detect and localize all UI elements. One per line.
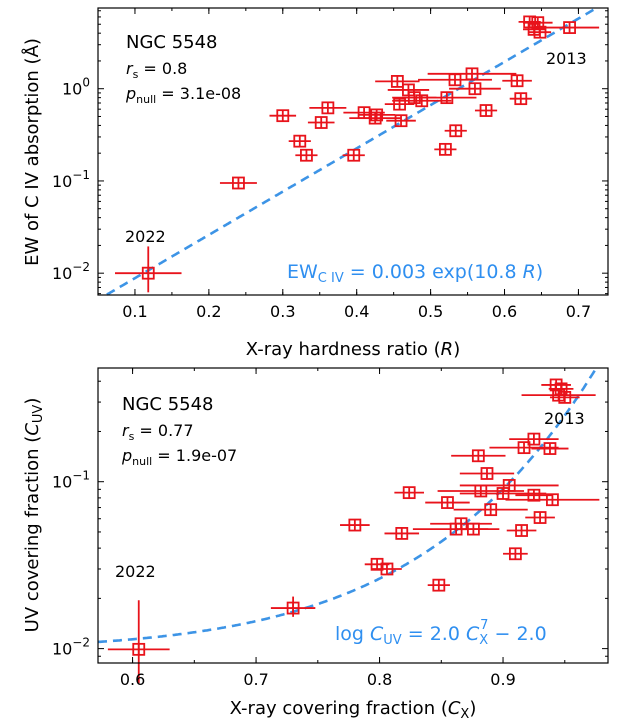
data-point xyxy=(342,148,365,162)
pnull-label-2: pnull = 1.9e-07 xyxy=(121,446,237,468)
panel-cuv-vs-cx: 0.6 0.7 0.8 0.910−210−1 NGC 5548 rs = 0.77 … xyxy=(22,367,609,722)
data-point xyxy=(427,67,517,81)
data-point xyxy=(525,511,555,524)
panel-ew-vs-hardness: 0.1 0.2 0.3 0.4 0.5 0.6 0.7 10−2 10−1 100 NGC 554… xyxy=(21,7,609,360)
axes-1: 0.1 0.2 0.3 0.4 0.5 0.6 0.7 10−2 10−1 100 xyxy=(52,8,608,321)
y-tick-label: 10−1 xyxy=(52,168,90,191)
rs-label-1: rs = 0.8 xyxy=(126,59,187,81)
axes-2: 0.6 0.7 0.8 0.9 10−2 10−1 xyxy=(52,368,608,689)
y-tick-label: 10−1 xyxy=(52,469,90,492)
data-point xyxy=(425,496,470,509)
data-point xyxy=(548,382,574,396)
data-point xyxy=(444,124,467,138)
data-point xyxy=(270,596,316,617)
y-tick-label: 10−2 xyxy=(52,260,90,283)
data-point xyxy=(427,578,450,592)
data-point xyxy=(219,176,257,190)
fit-line xyxy=(106,7,596,296)
y-tick-label: 100 xyxy=(62,76,90,99)
data-point xyxy=(434,142,457,156)
data-point xyxy=(489,441,559,455)
plot-frame-1 xyxy=(97,7,609,296)
data-point xyxy=(531,442,569,455)
x-tick-label: 0.2 xyxy=(196,302,221,321)
data-point xyxy=(459,467,515,480)
data-point xyxy=(506,524,537,537)
x-tick-label: 0.4 xyxy=(344,302,369,321)
data-point xyxy=(458,522,489,536)
data-point xyxy=(384,527,420,540)
y-axis-label-1: EW of C IV absorption (Å) xyxy=(21,38,43,266)
data-point xyxy=(309,101,347,115)
data-point xyxy=(288,134,311,148)
x-tick-label: 0.9 xyxy=(490,670,515,689)
data-point xyxy=(417,91,477,105)
data-point xyxy=(502,74,532,88)
x-tick-label: 0.5 xyxy=(418,302,443,321)
data-point xyxy=(509,92,532,106)
data-point xyxy=(394,486,425,500)
fit-equation-2: log CUV = 2.0 CX7 − 2.0 xyxy=(335,618,547,648)
data-point xyxy=(307,116,335,129)
data-point xyxy=(115,246,182,293)
object-label-2: NGC 5548 xyxy=(122,394,214,415)
x-tick-label: 0.3 xyxy=(270,302,295,321)
data-point xyxy=(430,517,492,531)
data-points-1 xyxy=(115,15,600,293)
data-points-2 xyxy=(107,378,600,684)
data-point xyxy=(386,114,416,128)
y-tick-label: 10−2 xyxy=(52,636,90,659)
x-tick-label: 0.1 xyxy=(122,302,147,321)
data-point xyxy=(358,108,396,122)
data-point xyxy=(340,518,370,532)
x-tick-label: 0.7 xyxy=(243,670,268,689)
data-point xyxy=(269,109,297,123)
data-point xyxy=(375,75,420,88)
x-axis-label-2: X-ray covering fraction (CX) xyxy=(230,698,477,720)
data-point xyxy=(453,503,528,517)
data-point xyxy=(509,432,559,446)
pnull-label-1: pnull = 3.1e-08 xyxy=(125,84,241,106)
data-point xyxy=(549,390,580,404)
data-point xyxy=(474,104,498,117)
year-label-2013-1: 2013 xyxy=(546,49,587,68)
x-tick-label: 0.7 xyxy=(566,302,591,321)
year-label-2022-2: 2022 xyxy=(115,562,156,581)
object-label-1: NGC 5548 xyxy=(126,32,218,53)
data-point xyxy=(505,493,600,507)
x-tick-label: 0.6 xyxy=(120,670,145,689)
x-tick-label: 0.6 xyxy=(492,302,517,321)
data-point xyxy=(384,97,415,111)
data-point xyxy=(449,82,501,96)
data-point xyxy=(349,111,402,125)
plot-frame-2 xyxy=(97,367,609,664)
data-point xyxy=(503,547,528,561)
x-axis-label-1: X-ray hardness ratio (R) xyxy=(246,339,460,360)
y-axis-label-2: UV covering fraction (CUV) xyxy=(22,398,46,633)
x-tick-label: 0.8 xyxy=(367,670,392,689)
data-point xyxy=(459,479,559,492)
year-label-2022-1: 2022 xyxy=(125,227,166,246)
fit-curve-1 xyxy=(106,7,596,296)
data-point xyxy=(372,562,402,576)
rs-label-2: rs = 0.77 xyxy=(122,421,194,443)
fit-equation-1: EWC IV = 0.003 exp(10.8 R) xyxy=(287,261,543,286)
data-point xyxy=(451,449,506,463)
data-point xyxy=(540,21,600,34)
year-label-2013-2: 2013 xyxy=(544,409,585,428)
data-point xyxy=(295,148,318,162)
data-point xyxy=(107,600,170,684)
